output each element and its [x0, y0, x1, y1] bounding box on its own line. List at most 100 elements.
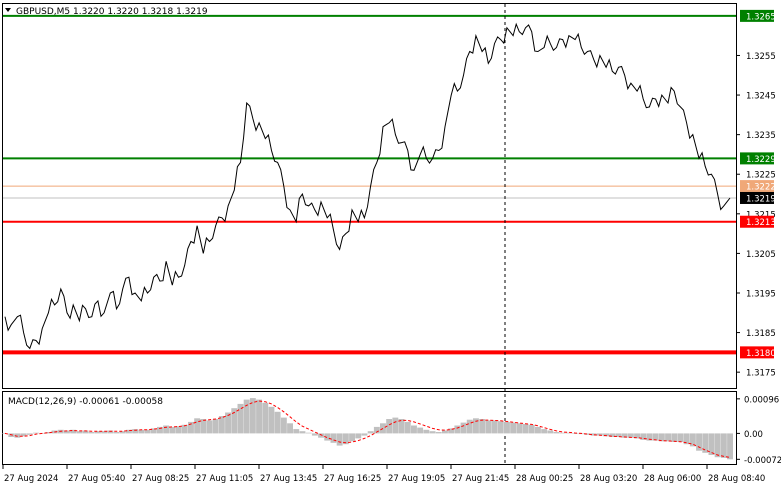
- macd-histogram-bar: [652, 433, 659, 441]
- macd-histogram-bar: [621, 433, 628, 438]
- horizontal-levels: [3, 14, 736, 355]
- macd-histogram-bar: [355, 433, 362, 439]
- macd-histogram-bar: [584, 433, 591, 435]
- macd-histogram-bar: [466, 419, 473, 434]
- time-tick-label: 27 Aug 16:25: [324, 474, 381, 484]
- level-label-support: 1.3180: [746, 349, 776, 359]
- macd-histogram-bar: [596, 433, 603, 436]
- macd-histogram-bar: [696, 433, 702, 451]
- macd-histogram-bar: [20, 433, 27, 437]
- macd-histogram-bar: [157, 426, 163, 434]
- macd-histogram-bar: [572, 433, 578, 434]
- macd-histogram-bar: [88, 432, 95, 434]
- macd-histogram-bar: [658, 433, 665, 442]
- macd-tick-label: 0.00: [744, 430, 763, 440]
- macd-histogram-bar: [188, 421, 194, 434]
- macd-histogram-bar: [318, 433, 324, 438]
- macd-histogram-bar: [689, 433, 696, 447]
- level-label-prev: 1.3222: [746, 183, 776, 193]
- symbol-menu-triangle-icon[interactable]: [5, 8, 11, 12]
- macd-histogram-bar: [212, 419, 219, 434]
- macd-histogram-bar: [522, 424, 529, 434]
- macd-histogram-bar: [169, 426, 176, 434]
- macd-histogram-bar: [516, 423, 523, 434]
- macd-histogram-bar: [435, 432, 442, 434]
- macd-histogram-bar: [45, 432, 52, 434]
- level-label-bg-prev: [740, 180, 774, 193]
- macd-histogram-bar: [70, 429, 77, 434]
- level-label-bg-resistance: [740, 9, 774, 22]
- macd-histogram-bar: [274, 411, 281, 434]
- macd-histogram-bar: [404, 421, 411, 434]
- macd-axis: 0.00096 0.00 -0.00072: [736, 395, 781, 466]
- price-line: [4, 22, 731, 350]
- price-tick-label: 1.3255: [746, 52, 776, 62]
- macd-histogram-bar: [646, 433, 653, 441]
- time-tick-label: 27 Aug 13:45: [260, 474, 317, 484]
- macd-histogram-bar: [299, 431, 306, 434]
- macd-histogram-bar: [200, 419, 207, 434]
- price-tick-label: 1.3215: [746, 210, 776, 220]
- level-label-bg-support: [740, 215, 774, 228]
- macd-histogram-bar: [311, 433, 318, 436]
- macd-histogram-bar: [119, 431, 126, 434]
- time-tick-label: 28 Aug 03:20: [580, 474, 637, 484]
- macd-histogram-bar: [627, 433, 634, 438]
- time-tick-label: 27 Aug 05:40: [68, 474, 125, 484]
- level-label-bg-bid: [740, 191, 774, 204]
- macd-tick-label: 0.00096: [744, 395, 779, 405]
- macd-tick-label: -0.00072: [744, 456, 781, 466]
- macd-histogram-bar: [225, 412, 231, 434]
- macd-histogram-bar: [150, 428, 157, 434]
- macd-histogram-bar: [417, 427, 424, 434]
- macd-signal-line: [4, 400, 731, 458]
- macd-histogram-bar: [231, 408, 238, 434]
- macd-histogram-bar: [361, 433, 368, 436]
- macd-histogram-bar: [293, 429, 300, 434]
- time-tick-label: 27 Aug 11:05: [196, 474, 253, 484]
- macd-histogram-bar: [411, 425, 417, 434]
- macd-histogram-bar: [64, 430, 70, 434]
- macd-histogram-bar: [243, 399, 250, 434]
- macd-histogram-bar: [535, 426, 541, 434]
- macd-histogram-bar: [491, 420, 498, 434]
- time-tick-label: 27 Aug 19:05: [388, 474, 445, 484]
- macd-histogram-bar: [454, 425, 461, 434]
- macd-histogram-bar: [504, 421, 510, 434]
- symbol-info-line: GBPUSD,M5 1.3220 1.3220 1.3218 1.3219: [16, 7, 208, 17]
- price-tick-label: 1.3195: [746, 289, 776, 299]
- macd-histogram-bar: [367, 431, 374, 434]
- macd-histogram-bar: [460, 422, 467, 434]
- macd-histogram-bar: [609, 433, 616, 437]
- macd-histogram-bar: [181, 424, 188, 434]
- macd-histogram-bar: [342, 433, 349, 445]
- macd-histogram-bar: [541, 429, 548, 434]
- macd-histogram-bar: [324, 433, 331, 441]
- macd-histogram-bar: [305, 432, 312, 434]
- price-panel-frame: [2, 3, 737, 389]
- macd-histogram-bar: [163, 425, 170, 434]
- macd-histogram-bar: [249, 398, 256, 434]
- time-tick-label: 28 Aug 06:00: [644, 474, 701, 484]
- macd-histogram-bar: [442, 430, 448, 434]
- macd-histogram-bar: [683, 433, 690, 445]
- macd-histogram-bar: [175, 426, 182, 434]
- macd-histogram-bar: [126, 429, 132, 434]
- time-axis: 27 Aug 2024 27 Aug 05:40 27 Aug 08:25 27 Au…: [2, 465, 765, 484]
- macd-histogram-bar: [423, 429, 430, 434]
- macd-histogram-bar: [565, 432, 572, 434]
- macd-histogram-bar: [479, 419, 486, 434]
- price-axis: 1.3175 1.3185 1.3195 1.3205 1.3215 1.3225 1.32…: [736, 52, 776, 379]
- macd-histogram-bar: [702, 433, 709, 453]
- macd-histogram-bar: [392, 417, 399, 434]
- macd-histogram-bar: [640, 433, 647, 440]
- price-series: [4, 22, 731, 350]
- macd-histogram-bar: [714, 433, 721, 458]
- macd-histogram-bar: [101, 431, 108, 434]
- macd-histogram-bar: [144, 429, 151, 434]
- macd-histogram-bar: [553, 432, 560, 434]
